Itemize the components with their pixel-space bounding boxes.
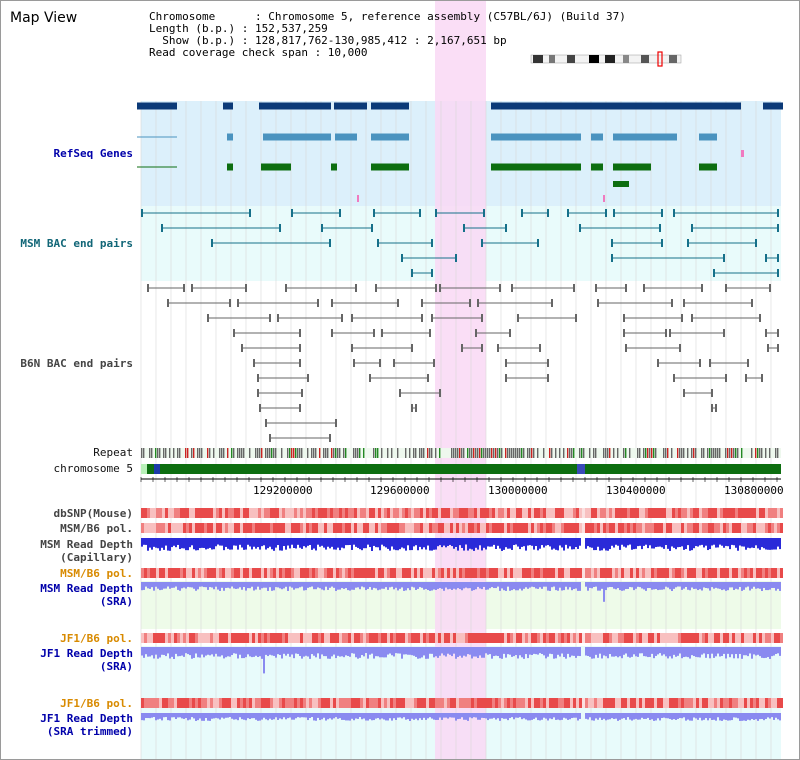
track-label-jf1-depth-sra: JF1 Read Depth (SRA): [40, 647, 133, 673]
selected-region-highlight: [435, 1, 486, 759]
chromosome-bar: [141, 464, 781, 474]
page-title: Map View: [10, 10, 78, 26]
refseq-gene: [699, 163, 717, 171]
track-label-msm-depth-sra: MSM Read Depth (SRA): [40, 582, 133, 608]
axis-tick-label: 129200000: [253, 484, 313, 497]
track-label-dbsnp: dbSNP(Mouse): [53, 507, 133, 520]
track-label-chromosome: chromosome 5: [53, 462, 133, 475]
track-label-jf1-b6-pol: JF1/B6 pol.: [60, 632, 133, 645]
refseq-gene: [591, 163, 603, 171]
refseq-gene: [137, 102, 177, 110]
track-label-jf1-b6-pol-2: JF1/B6 pol.: [60, 697, 133, 710]
refseq-gene: [261, 163, 291, 171]
track-label-msm-bac[interactable]: MSM BAC end pairs: [20, 237, 133, 250]
refseq-gene: [763, 102, 783, 110]
axis-tick-label: 130400000: [606, 484, 666, 497]
refseq-gene: [334, 102, 367, 110]
track-label-msm-b6-pol: MSM/B6 pol.: [60, 522, 133, 535]
refseq-gene: [613, 181, 629, 187]
refseq-gene: [335, 133, 357, 141]
refseq-gene: [227, 133, 233, 141]
refseq-gene: [227, 163, 233, 171]
axis-tick-label: 130800000: [724, 484, 784, 497]
track-label-refseq[interactable]: RefSeq Genes: [53, 147, 133, 160]
track-label-msm-b6-pol-2: MSM/B6 pol.: [60, 567, 133, 580]
refseq-gene: [491, 133, 581, 141]
info-chromosome: Chromosome : Chromosome 5, reference ass…: [149, 10, 626, 23]
info-coverage: Read coverage check span : 10,000: [149, 46, 368, 59]
track-label-b6n-bac[interactable]: B6N BAC end pairs: [20, 357, 133, 370]
info-show: Show (b.p.) : 128,817,762-130,985,412 : …: [149, 34, 507, 47]
track-label-jf1-depth-trim: JF1 Read Depth (SRA trimmed): [40, 712, 133, 738]
track-label-repeat: Repeat: [93, 446, 133, 459]
region-info: Chromosome : Chromosome 5, reference ass…: [149, 11, 626, 59]
track-label-msm-depth-cap: MSM Read Depth (Capillary): [40, 538, 133, 564]
refseq-gene: [491, 163, 581, 171]
refseq-gene: [491, 102, 741, 110]
refseq-gene: [331, 163, 337, 171]
refseq-gene: [613, 163, 651, 171]
refseq-gene: [263, 133, 331, 141]
info-length: Length (b.p.) : 152,537,259: [149, 22, 328, 35]
refseq-gene: [699, 133, 717, 141]
refseq-gene: [371, 102, 409, 110]
refseq-gene: [591, 133, 603, 141]
refseq-gene: [223, 102, 233, 110]
refseq-gene: [259, 102, 331, 110]
axis-tick-label: 130000000: [488, 484, 548, 497]
refseq-gene: [613, 133, 677, 141]
refseq-gene: [371, 133, 409, 141]
refseq-gene: [371, 163, 409, 171]
axis-tick-label: 129600000: [370, 484, 430, 497]
ideogram-position-marker: [657, 51, 663, 67]
